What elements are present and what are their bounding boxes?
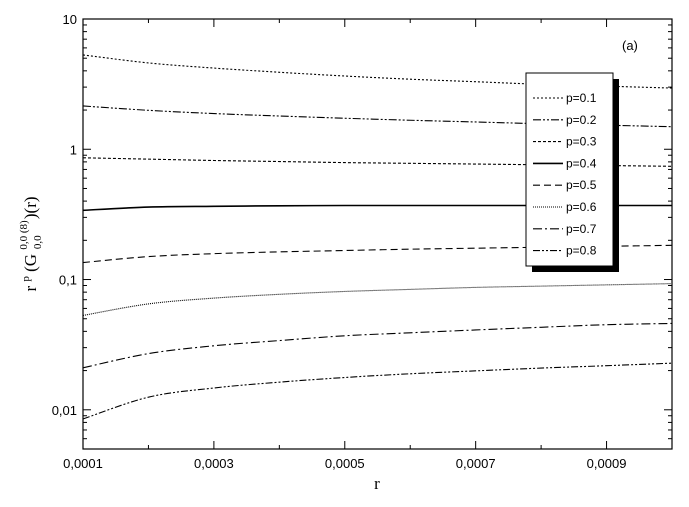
legend-box bbox=[525, 72, 614, 267]
y-axis-title: r p (G 0,0 (8) 0,0 )(r) bbox=[12, 196, 45, 291]
series-line-p-0-8 bbox=[82, 362, 673, 420]
y-axis-title-superscript: 0,0 (8) bbox=[18, 220, 30, 250]
x-tick-label: 0,0007 bbox=[456, 456, 496, 471]
y-tick-label: 1 bbox=[70, 142, 77, 157]
legend-label: p=0.6 bbox=[566, 200, 597, 214]
y-axis-title-subscript: 0,0 bbox=[32, 235, 44, 249]
series-line-p-0-6 bbox=[82, 283, 673, 316]
y-axis-title-close: )(r) bbox=[21, 196, 40, 219]
y-axis-title-open: (G bbox=[21, 254, 40, 272]
y-axis-title-exponent: p bbox=[20, 276, 32, 282]
x-tick-label: 0,0001 bbox=[63, 456, 103, 471]
legend-items: p=0.1 p=0.2 p=0.3 p=0.4 p=0.5 p=0.6 p=0.7 p=0.8 bbox=[533, 91, 597, 258]
legend-label: p=0.2 bbox=[566, 113, 597, 127]
y-tick-label: 10 bbox=[63, 12, 77, 27]
x-tick-label: 0,0005 bbox=[325, 456, 365, 471]
legend-label: p=0.4 bbox=[566, 156, 597, 170]
panel-label: (a) bbox=[622, 38, 638, 53]
x-tick-label: 0,0009 bbox=[587, 456, 627, 471]
legend-label: p=0.3 bbox=[566, 135, 597, 149]
axis-ticks: 0,0001 0,0003 0,0005 0,0007 0,0009 0,01 0,1 1 10 bbox=[52, 12, 673, 471]
x-tick-label: 0,0003 bbox=[194, 456, 234, 471]
legend-label: p=0.8 bbox=[566, 244, 597, 258]
y-axis-title-base: r bbox=[21, 286, 40, 292]
legend-label: p=0.1 bbox=[566, 91, 597, 105]
legend-label: p=0.7 bbox=[566, 222, 597, 236]
legend-label: p=0.5 bbox=[566, 178, 597, 192]
y-tick-label: 0,01 bbox=[52, 403, 77, 418]
x-axis-title: r bbox=[374, 474, 380, 493]
y-tick-label: 0,1 bbox=[59, 273, 77, 288]
plot-frame bbox=[82, 18, 673, 450]
series-line-p-0-7 bbox=[82, 322, 673, 369]
y-axis-title-text: r p (G 0,0 (8) 0,0 )(r) bbox=[12, 196, 45, 291]
legend: p=0.1 p=0.2 p=0.3 p=0.4 p=0.5 p=0.6 p=0.7 p=0.8 bbox=[525, 72, 619, 272]
